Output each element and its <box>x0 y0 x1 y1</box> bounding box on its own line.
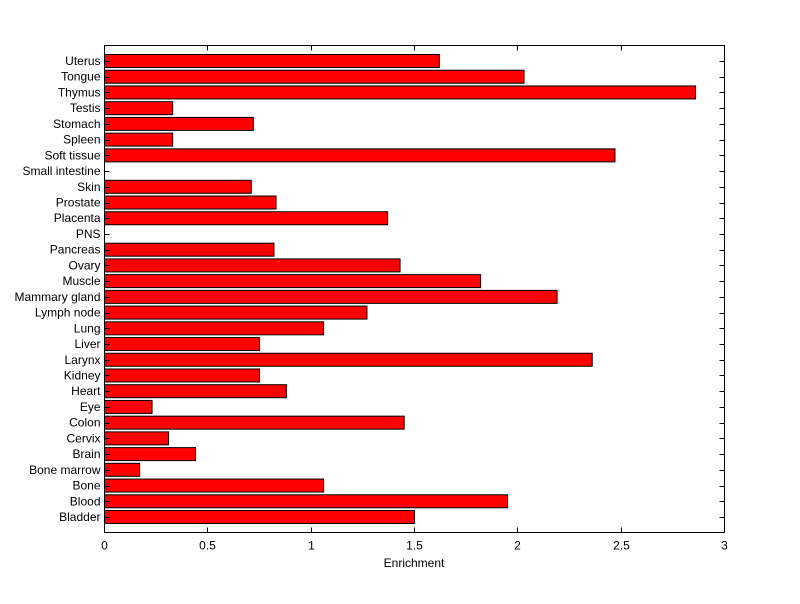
y-tick-label: Brain <box>72 447 100 461</box>
y-tick-label: Lymph node <box>35 306 101 320</box>
bar-eye <box>104 399 153 414</box>
y-tick-label: Pancreas <box>50 243 101 257</box>
y-tick-label: Mammary gland <box>14 290 100 304</box>
bar-brain <box>104 447 196 462</box>
bar-bladder <box>104 510 415 524</box>
y-tick-label: Colon <box>69 416 100 430</box>
bar-blood <box>104 494 508 509</box>
x-tick-label: 2.5 <box>613 539 630 553</box>
bar-placenta <box>104 211 389 226</box>
y-tick-label: Thymus <box>58 85 101 99</box>
y-tick-label: Spleen <box>63 133 100 147</box>
y-tick-label: Heart <box>71 384 101 398</box>
y-tick-label: Small intestine <box>22 164 100 178</box>
bar-stomach <box>104 116 254 131</box>
bar-kidney <box>104 368 260 383</box>
y-tick-label: Soft tissue <box>44 148 100 162</box>
y-tick-label: Bladder <box>59 510 100 524</box>
y-tick-label: Stomach <box>53 117 100 131</box>
bar-cervix <box>104 431 170 446</box>
bar-prostate <box>104 195 277 210</box>
y-tick-label: Tongue <box>61 70 101 84</box>
x-tick-label: 1 <box>308 539 315 553</box>
bars <box>104 54 697 524</box>
y-tick-label: Prostate <box>56 196 101 210</box>
y-tick-label: Ovary <box>68 258 100 272</box>
x-tick-label: 0.5 <box>199 539 216 553</box>
y-tick-label: Blood <box>70 494 101 508</box>
y-tick-label: Bone <box>72 479 100 493</box>
bar-skin <box>104 179 252 194</box>
y-tick-label: Kidney <box>64 368 101 382</box>
bar-liver <box>104 337 260 352</box>
y-tick-label: Eye <box>80 400 101 414</box>
x-tick-label: 1.5 <box>406 539 423 553</box>
y-tick-label: Bone marrow <box>29 463 101 477</box>
y-tick-label: Testis <box>70 101 101 115</box>
bar-bone <box>104 478 325 493</box>
bar-uterus <box>104 54 440 68</box>
bar-pancreas <box>104 242 275 257</box>
bar-heart <box>104 384 287 399</box>
bar-lung <box>104 321 325 336</box>
y-tick-label: Muscle <box>62 274 100 288</box>
bar-colon <box>104 415 405 430</box>
y-tick-label: Cervix <box>66 431 100 445</box>
bar-larynx <box>104 352 593 367</box>
bar-lymph-node <box>104 305 368 320</box>
bar-soft-tissue <box>104 148 616 163</box>
bar-tongue <box>104 69 525 84</box>
bar-mammary-gland <box>104 289 558 304</box>
y-tick-label: Skin <box>77 180 100 194</box>
x-axis-label: Enrichment <box>384 556 445 570</box>
bar-bone-marrow <box>104 462 141 477</box>
y-tick-label: Uterus <box>65 54 100 68</box>
ticks <box>104 45 725 533</box>
y-tick-label: Liver <box>74 337 100 351</box>
y-tick-label: PNS <box>76 227 101 241</box>
bar-thymus <box>104 85 697 100</box>
x-tick-label: 3 <box>721 539 728 553</box>
bar-muscle <box>104 274 482 289</box>
x-tick-label: 2 <box>514 539 521 553</box>
y-tick-label: Larynx <box>64 353 100 367</box>
bar-spleen <box>104 132 174 147</box>
bar-testis <box>104 101 174 116</box>
y-tick-label: Placenta <box>54 211 101 225</box>
x-tick-label: 0 <box>101 539 108 553</box>
y-tick-label: Lung <box>74 321 101 335</box>
bar-ovary <box>104 258 401 273</box>
